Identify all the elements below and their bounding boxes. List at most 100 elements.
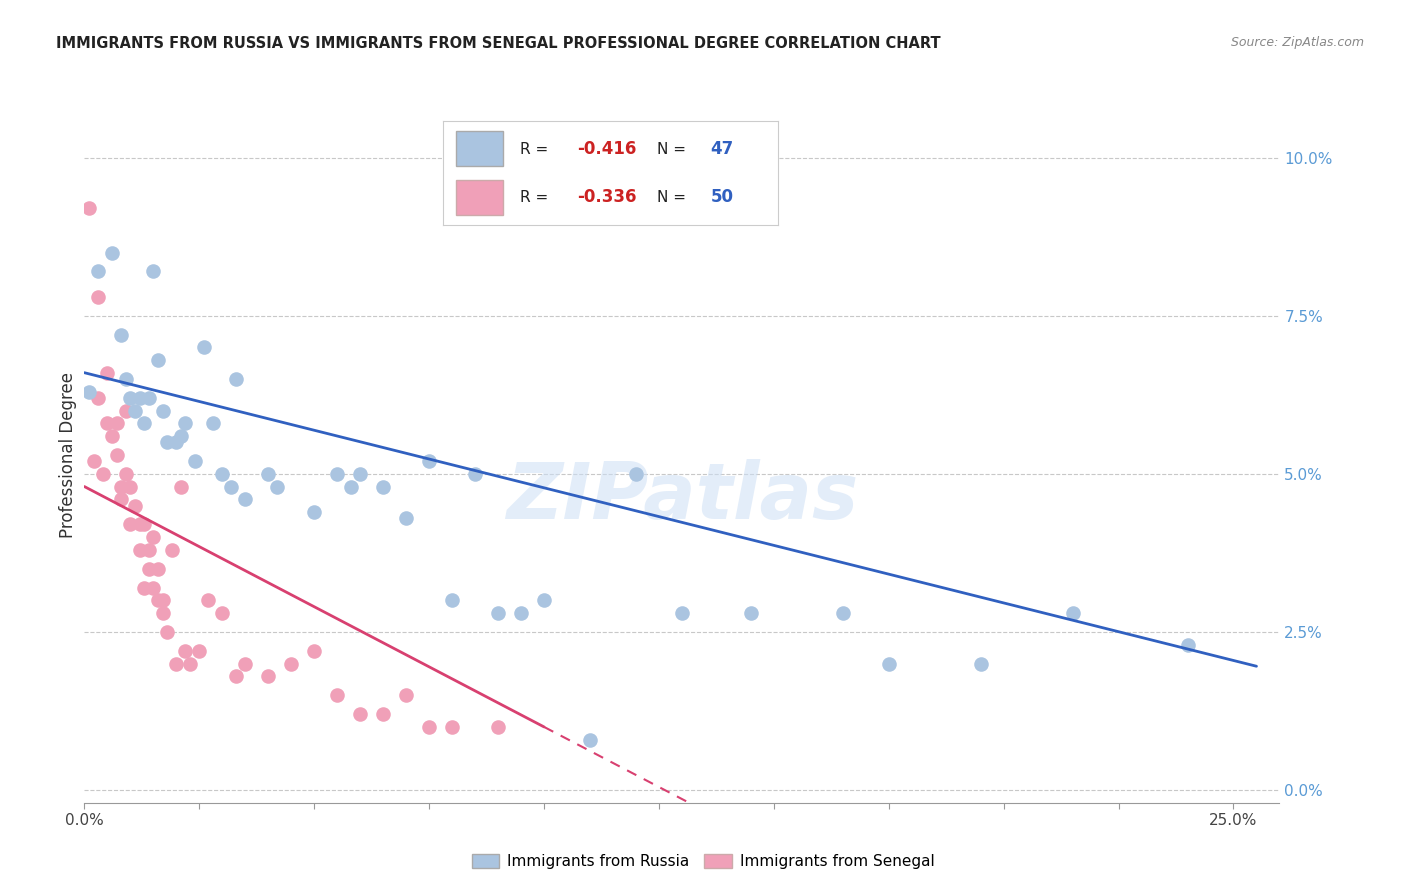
Point xyxy=(179,657,201,671)
Point xyxy=(96,417,118,431)
Point xyxy=(486,720,509,734)
Point xyxy=(533,593,555,607)
Point xyxy=(624,467,647,481)
Point xyxy=(101,245,124,260)
Point xyxy=(170,479,193,493)
Point xyxy=(510,606,533,620)
Point xyxy=(110,479,132,493)
Point xyxy=(142,530,165,544)
Point xyxy=(174,417,197,431)
Point xyxy=(120,391,142,405)
Point xyxy=(486,606,509,620)
Point xyxy=(160,542,183,557)
Point xyxy=(193,340,215,354)
Point xyxy=(114,372,136,386)
Text: IMMIGRANTS FROM RUSSIA VS IMMIGRANTS FROM SENEGAL PROFESSIONAL DEGREE CORRELATIO: IMMIGRANTS FROM RUSSIA VS IMMIGRANTS FRO… xyxy=(56,36,941,51)
Point xyxy=(110,327,132,342)
Point xyxy=(371,479,394,493)
Point xyxy=(257,467,280,481)
Point xyxy=(302,505,325,519)
Point xyxy=(395,688,418,702)
Point xyxy=(152,606,174,620)
Point xyxy=(110,492,132,507)
Point xyxy=(132,517,156,532)
Point xyxy=(128,391,150,405)
Point xyxy=(266,479,288,493)
Point xyxy=(1062,606,1084,620)
Point xyxy=(124,499,146,513)
Point xyxy=(87,264,110,278)
Point xyxy=(579,732,602,747)
Point xyxy=(174,644,197,658)
Point xyxy=(671,606,693,620)
Point xyxy=(1177,638,1199,652)
Point xyxy=(418,720,440,734)
Point xyxy=(165,435,187,450)
Point xyxy=(87,391,110,405)
Point xyxy=(132,581,156,595)
Point xyxy=(128,517,150,532)
Point xyxy=(225,372,247,386)
Point xyxy=(211,606,233,620)
Point xyxy=(326,688,349,702)
Point xyxy=(105,448,128,462)
Point xyxy=(170,429,193,443)
Text: Source: ZipAtlas.com: Source: ZipAtlas.com xyxy=(1230,36,1364,49)
Point xyxy=(233,492,256,507)
Point xyxy=(83,454,105,468)
Point xyxy=(77,384,100,399)
Point xyxy=(395,511,418,525)
Point xyxy=(142,581,165,595)
Point xyxy=(114,403,136,417)
Point xyxy=(146,562,169,576)
Point xyxy=(152,403,174,417)
Point xyxy=(441,720,464,734)
Point xyxy=(132,417,156,431)
Point xyxy=(138,542,160,557)
Point xyxy=(101,429,124,443)
Point xyxy=(183,454,205,468)
Point xyxy=(280,657,302,671)
Point xyxy=(831,606,853,620)
Point xyxy=(257,669,280,683)
Point xyxy=(152,593,174,607)
Y-axis label: Professional Degree: Professional Degree xyxy=(59,372,77,538)
Point xyxy=(128,542,150,557)
Point xyxy=(970,657,993,671)
Point xyxy=(124,403,146,417)
Point xyxy=(96,366,118,380)
Point xyxy=(165,657,187,671)
Point xyxy=(221,479,243,493)
Point xyxy=(371,707,394,722)
Point xyxy=(120,479,142,493)
Point xyxy=(188,644,211,658)
Point xyxy=(138,391,160,405)
Point xyxy=(326,467,349,481)
Point xyxy=(156,435,179,450)
Point xyxy=(105,417,128,431)
Point xyxy=(441,593,464,607)
Point xyxy=(211,467,233,481)
Point xyxy=(202,417,225,431)
Point xyxy=(120,517,142,532)
Point xyxy=(156,625,179,640)
Point xyxy=(87,290,110,304)
Point xyxy=(91,467,114,481)
Point xyxy=(340,479,363,493)
Point xyxy=(225,669,247,683)
Point xyxy=(349,467,371,481)
Legend: Immigrants from Russia, Immigrants from Senegal: Immigrants from Russia, Immigrants from … xyxy=(465,848,941,875)
Point xyxy=(197,593,219,607)
Point xyxy=(349,707,371,722)
Point xyxy=(77,201,100,215)
Point xyxy=(146,593,169,607)
Point xyxy=(464,467,486,481)
Point xyxy=(146,353,169,368)
Point xyxy=(233,657,256,671)
Point xyxy=(418,454,440,468)
Point xyxy=(138,562,160,576)
Point xyxy=(114,467,136,481)
Point xyxy=(877,657,900,671)
Point xyxy=(302,644,325,658)
Text: ZIPatlas: ZIPatlas xyxy=(506,458,858,534)
